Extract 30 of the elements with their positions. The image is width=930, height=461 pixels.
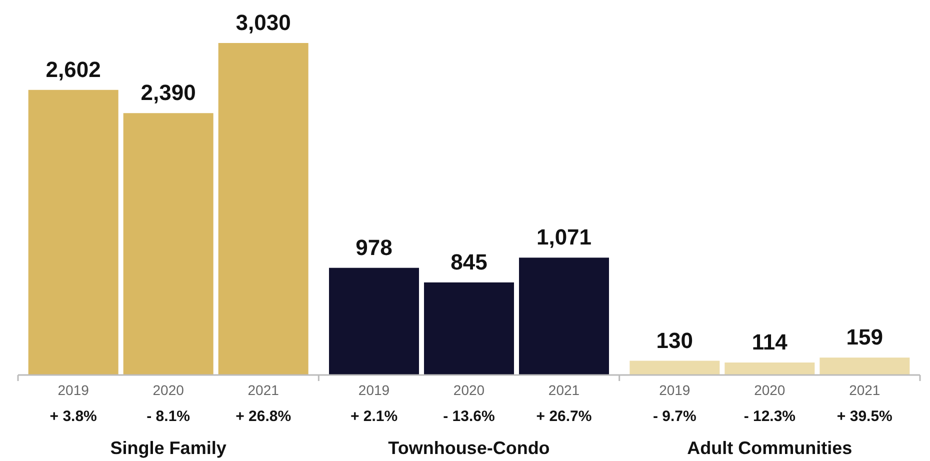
data-label: 2,602	[46, 56, 101, 82]
text: Townhouse-Condo	[388, 438, 550, 458]
x-tick-label: 2020	[453, 382, 485, 398]
x-tick-label: 2020	[152, 382, 184, 398]
data-label: 978	[356, 234, 392, 260]
x-tick-label: 2020	[754, 382, 786, 398]
x-tick-label: 2019	[358, 382, 390, 398]
text: + 39.5%	[836, 408, 892, 425]
data-label: 1,071	[536, 224, 592, 250]
data-label: 114	[752, 330, 788, 355]
x-tick-label: 2021	[849, 382, 880, 398]
data-label: 159	[846, 324, 884, 350]
text: Single Family	[110, 438, 226, 458]
text: + 26.8%	[236, 408, 292, 425]
x-tick-label: 2019	[659, 382, 690, 398]
text: - 9.7%	[652, 408, 696, 425]
text: - 12.3%	[744, 408, 796, 425]
data-label: 2,390	[140, 80, 196, 106]
data-label: 845	[450, 249, 488, 274]
data-label: 130	[656, 328, 694, 353]
x-tick-label: 2021	[548, 382, 580, 398]
text: Adult Communities	[687, 438, 852, 458]
text: + 2.1%	[350, 408, 398, 425]
text: - 8.1%	[146, 408, 190, 425]
text: + 3.8%	[50, 408, 97, 425]
x-tick-label: 2019	[58, 382, 90, 398]
text: - 13.6%	[443, 408, 495, 425]
data-label: 3,030	[236, 10, 291, 35]
text: + 26.7%	[536, 408, 592, 425]
x-tick-label: 2021	[248, 382, 280, 398]
